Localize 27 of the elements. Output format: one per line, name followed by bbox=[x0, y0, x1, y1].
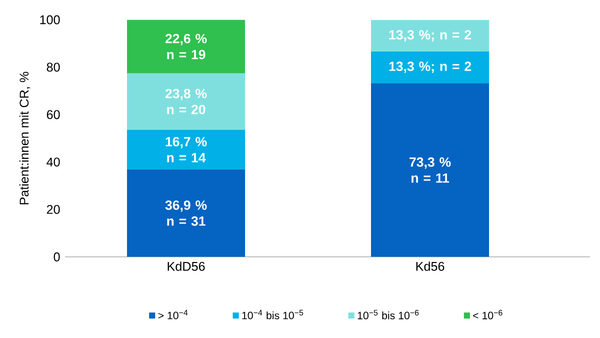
legend-label: 10$^{−4}$ bis 10$^{−5}$ bbox=[242, 310, 304, 320]
y-tick-label: 20 bbox=[46, 205, 60, 214]
bar bbox=[371, 52, 490, 84]
y-tick-label: 80 bbox=[46, 62, 60, 72]
y-tick-label: 0 bbox=[54, 252, 60, 262]
data-label: 22,6 % n = 19 bbox=[165, 34, 207, 60]
legend-label: < 10$^{−6}$ bbox=[473, 310, 502, 320]
legend-label: 10$^{−5}$ bis 10$^{−6}$ bbox=[358, 310, 419, 320]
y-axis-title: Patient:innen mit CR, % bbox=[19, 72, 30, 204]
x-tick-label: Kd56 bbox=[416, 262, 444, 271]
bar bbox=[126, 20, 246, 74]
bar bbox=[126, 169, 246, 257]
bar bbox=[126, 73, 246, 130]
x-tick-label: KdD56 bbox=[168, 262, 205, 271]
bar bbox=[126, 130, 246, 170]
bar bbox=[371, 20, 490, 52]
data-label: 13,3 %; n = 2 bbox=[389, 62, 472, 74]
data-label: 13,3 %; n = 2 bbox=[389, 30, 472, 42]
y-tick-label: 100 bbox=[40, 15, 60, 24]
legend-label: > 10$^{−4}$ bbox=[158, 310, 188, 320]
y-tick-label: 60 bbox=[46, 110, 60, 120]
data-label: 16,7 % n = 14 bbox=[166, 137, 207, 162]
data-label: 23,8 % n = 20 bbox=[165, 88, 207, 114]
y-tick-label: 40 bbox=[46, 158, 60, 167]
bar bbox=[371, 83, 490, 257]
data-label: 73,3 % n = 11 bbox=[410, 157, 451, 183]
data-label: 36,9 % n = 31 bbox=[165, 200, 207, 226]
